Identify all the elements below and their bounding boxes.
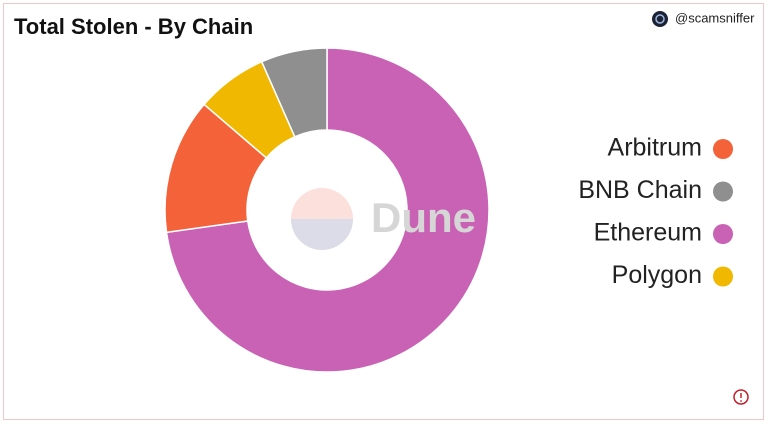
legend: Arbitrum BNB Chain Ethereum Polygon (578, 134, 733, 289)
legend-label: Polygon (612, 261, 702, 289)
slice (260, 47, 328, 138)
legend-label: Arbitrum (608, 134, 702, 162)
legend-label: BNB Chain (578, 176, 702, 204)
legend-swatch (713, 139, 733, 159)
handle-icon-inner (655, 14, 665, 24)
handle-icon (652, 11, 668, 27)
slice (165, 47, 490, 373)
chart-title: Total Stolen - By Chain (14, 14, 253, 39)
watermark-logo-lower (291, 219, 353, 250)
legend-swatch (713, 266, 733, 287)
info-icon[interactable] (733, 389, 749, 405)
legend-swatch (713, 181, 733, 202)
legend-swatch (713, 224, 733, 244)
info-icon-dot (740, 400, 742, 402)
legend-label: Ethereum (594, 219, 702, 247)
handle: @scamsniffer (675, 10, 755, 25)
watermark: Dune (371, 194, 476, 241)
slices (164, 47, 490, 373)
